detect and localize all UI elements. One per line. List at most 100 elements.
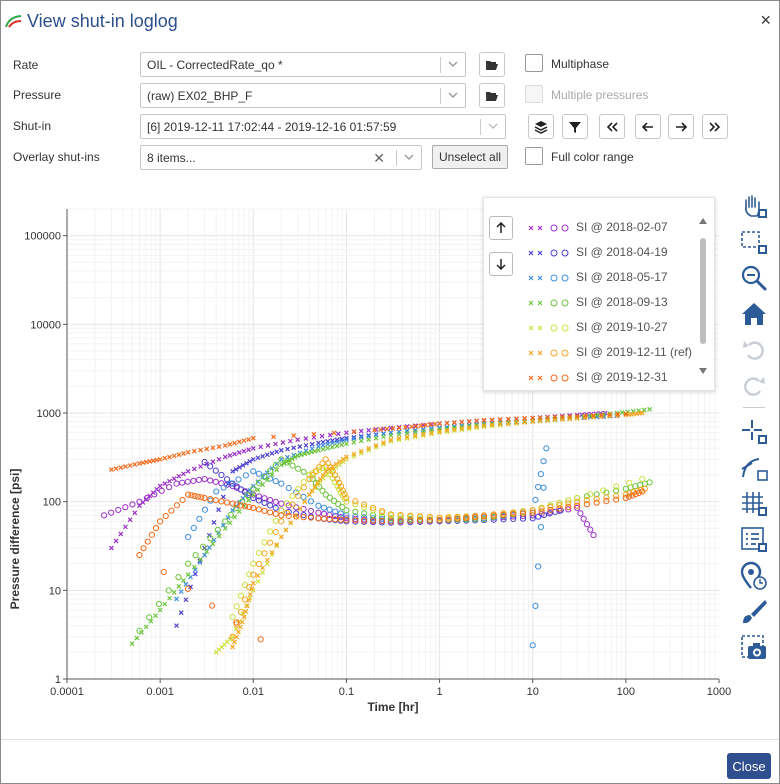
legend-cross-marker bbox=[537, 250, 543, 256]
zoom-out-icon[interactable] bbox=[739, 263, 769, 293]
legend-circle-marker bbox=[561, 299, 569, 307]
pressure-point bbox=[423, 422, 428, 428]
derivative-point bbox=[267, 502, 274, 509]
legend-cross-marker bbox=[537, 300, 543, 306]
derivative-point bbox=[339, 504, 346, 511]
pressure-point bbox=[323, 468, 329, 474]
folder-open-icon bbox=[486, 60, 498, 70]
pressure-point bbox=[191, 564, 197, 570]
derivative-point bbox=[436, 516, 443, 524]
close-button[interactable]: Close bbox=[727, 753, 771, 779]
shutin-select[interactable]: [6] 2019-12-11 17:02:44 - 2019-12-16 01:… bbox=[140, 114, 506, 139]
pressure-point bbox=[178, 610, 184, 616]
pressure-select[interactable]: (raw) EX02_BHP_F bbox=[140, 83, 466, 108]
rate-folder-button[interactable] bbox=[479, 52, 505, 77]
derivative-point bbox=[387, 515, 394, 522]
crosshair-icon[interactable] bbox=[739, 417, 769, 447]
next-icon bbox=[676, 121, 688, 132]
first-icon bbox=[606, 121, 618, 132]
pressure-point bbox=[167, 478, 172, 484]
legend-circle-marker bbox=[550, 299, 558, 307]
legend-item[interactable]: SI @ 2018-09-13 bbox=[528, 293, 688, 311]
scroll-thumb[interactable] bbox=[700, 238, 706, 344]
legend-cross-marker bbox=[537, 325, 543, 331]
filter-button[interactable] bbox=[562, 114, 588, 139]
pressure-point bbox=[250, 492, 256, 498]
home-icon[interactable] bbox=[739, 299, 769, 329]
derivative-point bbox=[212, 467, 219, 474]
pressure-point bbox=[255, 579, 261, 584]
first-shutin-button[interactable] bbox=[599, 114, 625, 139]
legend-panel: SI @ 2018-02-07 SI @ 2018-04-19 SI @ 2018-… bbox=[483, 197, 715, 391]
derivative-point bbox=[255, 479, 262, 486]
derivative-point bbox=[361, 501, 368, 508]
derivative-point bbox=[242, 472, 249, 479]
derivative-point bbox=[593, 499, 600, 506]
derivative-point bbox=[190, 477, 197, 484]
pressure-point bbox=[303, 436, 309, 441]
prev-shutin-button[interactable] bbox=[635, 114, 661, 139]
legend-item[interactable]: SI @ 2018-05-17 bbox=[528, 268, 688, 286]
style-icon[interactable] bbox=[739, 597, 769, 627]
legend-item[interactable]: SI @ 2018-04-19 bbox=[528, 243, 688, 261]
pan-icon[interactable] bbox=[739, 191, 769, 221]
multiphase-checkbox[interactable] bbox=[525, 54, 543, 72]
scroll-down-icon[interactable] bbox=[699, 368, 707, 374]
close-icon[interactable]: × bbox=[760, 10, 771, 30]
full-color-range-checkbox[interactable] bbox=[525, 147, 543, 165]
rate-select[interactable]: OIL - CorrectedRate_qo * bbox=[140, 52, 466, 77]
pressure-point bbox=[243, 460, 249, 466]
derivative-point bbox=[565, 500, 572, 507]
overlay-select-value: 8 items... bbox=[147, 151, 196, 165]
legend-item[interactable]: SI @ 2018-02-07 bbox=[528, 218, 688, 236]
pressure-point bbox=[240, 462, 246, 468]
clear-icon[interactable]: ✕ bbox=[373, 150, 385, 166]
window-title: View shut-in loglog bbox=[27, 11, 178, 31]
legend-scrollbar[interactable] bbox=[698, 216, 708, 376]
box-zoom-icon[interactable] bbox=[739, 227, 769, 257]
pressure-point bbox=[451, 428, 457, 434]
derivative-point bbox=[537, 470, 544, 478]
scroll-up-icon[interactable] bbox=[699, 218, 707, 224]
select-separator bbox=[440, 88, 441, 104]
line-tool-icon[interactable] bbox=[739, 453, 769, 483]
legend-item[interactable]: SI @ 2019-10-27 bbox=[528, 318, 688, 336]
pressure-point bbox=[291, 433, 297, 438]
pressure-point bbox=[118, 531, 124, 537]
pressure-point bbox=[522, 415, 528, 421]
derivative-point bbox=[519, 512, 527, 520]
derivative-point bbox=[490, 512, 497, 519]
legend-up-button[interactable] bbox=[489, 216, 513, 240]
filter-icon bbox=[569, 121, 581, 133]
legend-down-button[interactable] bbox=[489, 252, 513, 276]
next-shutin-button[interactable] bbox=[668, 114, 694, 139]
layers-button[interactable] bbox=[528, 114, 554, 139]
overlay-select[interactable]: 8 items... ✕ bbox=[140, 145, 422, 170]
legend-item[interactable]: SI @ 2019-12-11 (ref) bbox=[528, 343, 692, 361]
derivative-point bbox=[334, 475, 341, 483]
pressure-point bbox=[222, 443, 228, 448]
grid-icon[interactable] bbox=[739, 489, 769, 519]
derivative-point bbox=[369, 517, 377, 524]
derivative-point bbox=[319, 487, 326, 494]
undo-icon[interactable] bbox=[739, 335, 769, 365]
derivative-point bbox=[261, 550, 268, 557]
pressure-folder-button[interactable] bbox=[479, 83, 505, 108]
hover-icon[interactable] bbox=[739, 561, 769, 591]
derivative-point bbox=[261, 495, 268, 502]
pressure-point bbox=[264, 477, 270, 483]
pressure-point bbox=[239, 619, 245, 625]
derivative-point bbox=[166, 484, 173, 491]
derivative-point bbox=[540, 458, 547, 465]
legend-item[interactable]: SI @ 2019-12-31 bbox=[528, 368, 688, 386]
pressure-point bbox=[174, 596, 179, 602]
unselect-all-button[interactable]: Unselect all bbox=[432, 145, 509, 169]
legend-toggle-icon[interactable] bbox=[739, 525, 769, 555]
redo-icon[interactable] bbox=[739, 371, 769, 401]
derivative-point bbox=[158, 487, 165, 494]
screenshot-icon[interactable] bbox=[739, 633, 769, 663]
pressure-point bbox=[297, 506, 303, 512]
last-shutin-button[interactable] bbox=[702, 114, 728, 139]
derivative-point bbox=[306, 475, 313, 483]
pressure-point bbox=[639, 410, 645, 416]
